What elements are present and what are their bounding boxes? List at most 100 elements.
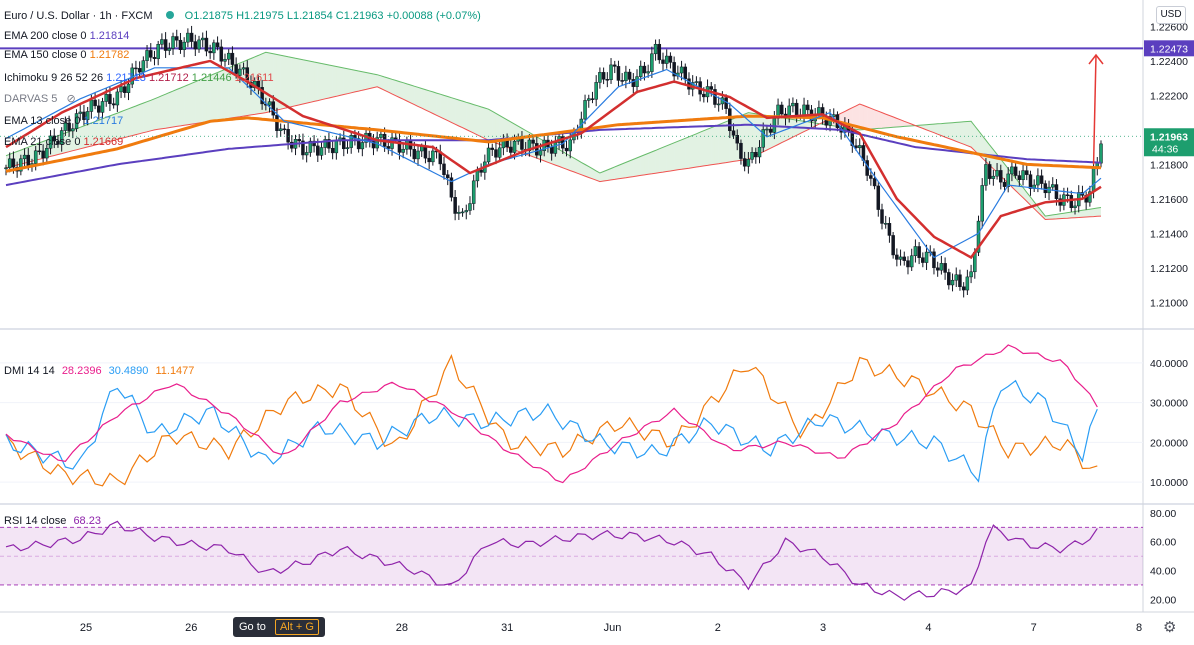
ichimoku-cloud-segment xyxy=(933,123,938,135)
ichimoku-cloud-segment xyxy=(718,123,723,164)
candle-body xyxy=(731,130,736,136)
ichimoku-cloud-segment xyxy=(102,117,107,144)
ichimoku-cloud-segment xyxy=(952,122,957,142)
legend-ema13[interactable]: EMA 13 close 0 1.21717 xyxy=(4,114,123,128)
ichimoku-cloud-segment xyxy=(392,79,396,96)
ichimoku-cloud-segment xyxy=(681,138,686,170)
ichimoku-cloud-segment xyxy=(882,112,886,129)
candle-body xyxy=(679,66,684,74)
status-dot-icon xyxy=(165,11,174,19)
ichimoku-cloud-segment xyxy=(377,74,381,89)
ichimoku-cloud-segment xyxy=(169,91,174,128)
ichimoku-cloud-segment xyxy=(1063,212,1068,219)
candle-body xyxy=(82,111,86,120)
candle-body xyxy=(605,79,610,81)
ichimoku-cloud-segment xyxy=(588,166,593,179)
ichimoku-cloud-segment xyxy=(124,108,129,138)
candle-body xyxy=(857,145,862,149)
legend-ema21[interactable]: EMA 21 close 0 1.21669 xyxy=(4,135,123,149)
candle-body xyxy=(323,139,327,148)
ichimoku-cloud-segment xyxy=(80,125,84,149)
legend-ema150[interactable]: EMA 150 close 0 1.21782 xyxy=(4,48,129,62)
ichimoku-cloud-segment xyxy=(228,66,233,119)
candle-body xyxy=(965,276,970,291)
gear-icon[interactable]: ⚙ xyxy=(1163,619,1177,636)
legend-ichimoku-v4: 1.21611 xyxy=(234,72,274,84)
ichimoku-cloud-segment xyxy=(202,77,207,123)
candle-body xyxy=(728,108,732,131)
candle-body xyxy=(52,135,57,142)
ichimoku-cloud-segment xyxy=(184,84,188,126)
candle-body xyxy=(538,150,543,156)
ichimoku-cloud-segment xyxy=(607,168,612,181)
ichimoku-cloud-segment xyxy=(603,169,608,182)
ichimoku-cloud-segment xyxy=(870,108,875,130)
candle-body xyxy=(1002,181,1007,187)
ichimoku-cloud-segment xyxy=(856,104,860,130)
candle-body xyxy=(108,94,112,104)
candle-body xyxy=(757,146,762,158)
ichimoku-cloud-segment xyxy=(863,105,868,130)
ichimoku-cloud-segment xyxy=(481,106,485,139)
price-tick-label: 1.21000 xyxy=(1150,297,1188,309)
dmi-pink-line xyxy=(5,344,1098,484)
ichimoku-cloud-segment xyxy=(232,64,237,118)
candle-body xyxy=(471,180,476,204)
candle-body xyxy=(887,223,892,236)
candle-body xyxy=(1050,184,1055,188)
legend-darvas[interactable]: DARVAS 5 ⊘ xyxy=(4,92,76,106)
ichimoku-cloud-segment xyxy=(599,171,604,182)
legend-ema200[interactable]: EMA 200 close 0 1.21814 xyxy=(4,29,129,43)
candle-body xyxy=(716,103,721,106)
currency-button[interactable]: USD xyxy=(1156,6,1186,24)
candle-body xyxy=(921,257,925,263)
candle-body xyxy=(1088,191,1092,203)
ohlc-change: +0.00088 (+0.07%) xyxy=(386,10,481,22)
candle-body xyxy=(750,152,754,160)
candle-body xyxy=(26,154,31,166)
ichimoku-cloud-segment xyxy=(406,83,411,103)
candle-body xyxy=(4,167,8,170)
ichimoku-cloud-segment xyxy=(254,55,259,115)
candle-body xyxy=(564,147,569,152)
dmi-orange-line xyxy=(5,354,1098,487)
candle-body xyxy=(612,64,617,67)
candle-body xyxy=(650,53,654,72)
candle-body xyxy=(976,220,981,253)
ichimoku-cloud-segment xyxy=(692,133,697,168)
ichimoku-cloud-segment xyxy=(369,73,374,89)
candle-body xyxy=(145,50,149,61)
candle-body xyxy=(301,140,305,156)
ichimoku-cloud-segment xyxy=(663,145,667,173)
x-tick-label: 26 xyxy=(185,622,197,634)
candle-body xyxy=(535,143,539,156)
legend-dmi-v3: 11.1477 xyxy=(155,365,195,377)
rsi-tick-label: 20.00 xyxy=(1150,594,1176,606)
ichimoku-cloud-segment xyxy=(295,58,300,106)
ichimoku-cloud-segment xyxy=(1078,210,1083,218)
legend-ichimoku[interactable]: Ichimoku 9 26 52 26 1.21713 1.21712 1.21… xyxy=(4,71,274,85)
candle-body xyxy=(416,150,420,160)
candle-body xyxy=(891,235,895,256)
candle-body xyxy=(631,79,636,87)
candle-body xyxy=(616,66,621,81)
ichimoku-cloud-segment xyxy=(451,97,456,125)
hidden-eye-icon[interactable]: ⊘ xyxy=(66,93,76,105)
ichimoku-cloud-segment xyxy=(176,87,181,127)
candle-body xyxy=(71,128,75,132)
ichimoku-cloud-segment xyxy=(963,121,968,146)
candle-body xyxy=(56,140,60,145)
ichimoku-cloud-segment xyxy=(1071,211,1076,218)
goto-button[interactable]: Go to Alt + G xyxy=(233,617,325,637)
ichimoku-cloud-segment xyxy=(362,71,367,91)
candle-body xyxy=(553,142,558,154)
ema21-line xyxy=(5,59,1102,260)
legend-rsi[interactable]: RSI 14 close 68.23 xyxy=(4,514,101,528)
legend-dmi[interactable]: DMI 14 14 28.2396 30.4890 11.1477 xyxy=(4,364,194,378)
ichimoku-cloud-segment xyxy=(432,91,437,116)
x-tick-label: 8 xyxy=(1136,622,1142,634)
ichimoku-cloud-segment xyxy=(573,158,578,174)
candle-body xyxy=(531,139,535,144)
candle-body xyxy=(445,174,450,178)
candle-body xyxy=(97,105,101,113)
